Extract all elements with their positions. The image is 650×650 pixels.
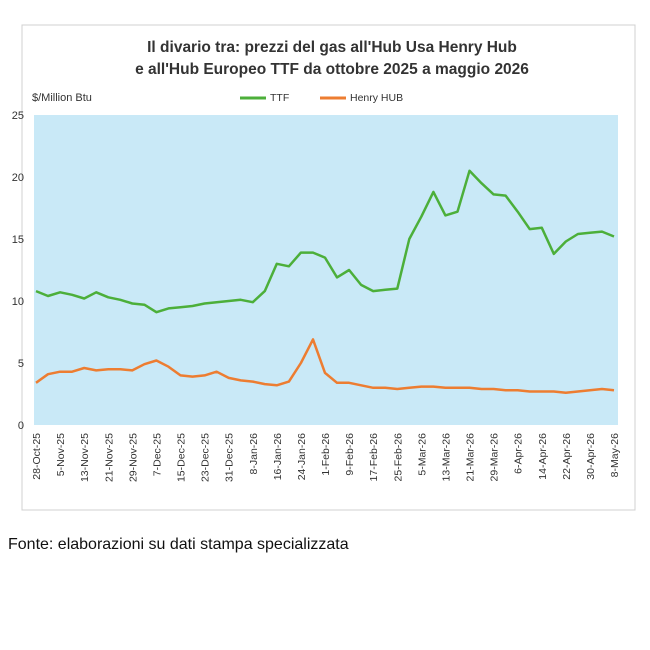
y-tick-label: 15 xyxy=(12,234,24,246)
x-tick-label: 30-Apr-26 xyxy=(585,433,597,480)
x-tick-label: 22-Apr-26 xyxy=(561,433,573,480)
x-tick-label: 17-Feb-26 xyxy=(368,433,380,482)
x-tick-label: 8-May-26 xyxy=(609,433,621,478)
x-tick-label: 13-Nov-25 xyxy=(79,433,91,482)
x-tick-label: 15-Dec-25 xyxy=(176,433,188,482)
x-tick-label: 28-Oct-25 xyxy=(31,433,43,480)
y-tick-label: 5 xyxy=(18,358,24,370)
y-tick-label: 20 xyxy=(12,172,24,184)
y-axis-label: $/Million Btu xyxy=(32,92,92,104)
x-tick-label: 8-Jan-26 xyxy=(248,433,260,475)
x-tick-label: 5-Nov-25 xyxy=(55,433,67,476)
x-tick-label: 13-Mar-26 xyxy=(440,433,452,482)
source-note: Fonte: elaborazioni su dati stampa speci… xyxy=(8,536,349,553)
x-tick-label: 21-Nov-25 xyxy=(103,433,115,482)
x-tick-label: 24-Jan-26 xyxy=(296,433,308,480)
x-tick-label: 14-Apr-26 xyxy=(537,433,549,480)
x-tick-label: 23-Dec-25 xyxy=(200,433,212,482)
plot-area xyxy=(34,115,618,425)
data-line xyxy=(35,338,615,395)
legend-label: TTF xyxy=(270,92,289,104)
x-tick-label: 21-Mar-26 xyxy=(465,433,477,482)
x-tick-label: 25-Feb-26 xyxy=(392,433,404,482)
y-tick-label: 0 xyxy=(18,420,24,432)
chart-title: Il divario tra: prezzi del gas all'Hub U… xyxy=(147,39,517,56)
x-tick-label: 7-Dec-25 xyxy=(151,433,163,476)
data-line xyxy=(35,169,615,314)
x-tick-label: 16-Jan-26 xyxy=(272,433,284,480)
x-tick-label: 29-Mar-26 xyxy=(489,433,501,482)
x-tick-label: 1-Feb-26 xyxy=(320,433,332,476)
x-tick-label: 9-Feb-26 xyxy=(344,433,356,476)
x-tick-label: 5-Mar-26 xyxy=(416,433,428,476)
y-tick-label: 10 xyxy=(12,296,24,308)
x-tick-label: 6-Apr-26 xyxy=(513,433,525,474)
x-tick-label: 31-Dec-25 xyxy=(224,433,236,482)
x-tick-label: 29-Nov-25 xyxy=(127,433,139,482)
legend-label: Henry HUB xyxy=(350,92,403,104)
y-tick-label: 25 xyxy=(12,110,24,122)
chart-title: e all'Hub Europeo TTF da ottobre 2025 a … xyxy=(135,61,529,78)
chart: Il divario tra: prezzi del gas all'Hub U… xyxy=(12,24,636,511)
